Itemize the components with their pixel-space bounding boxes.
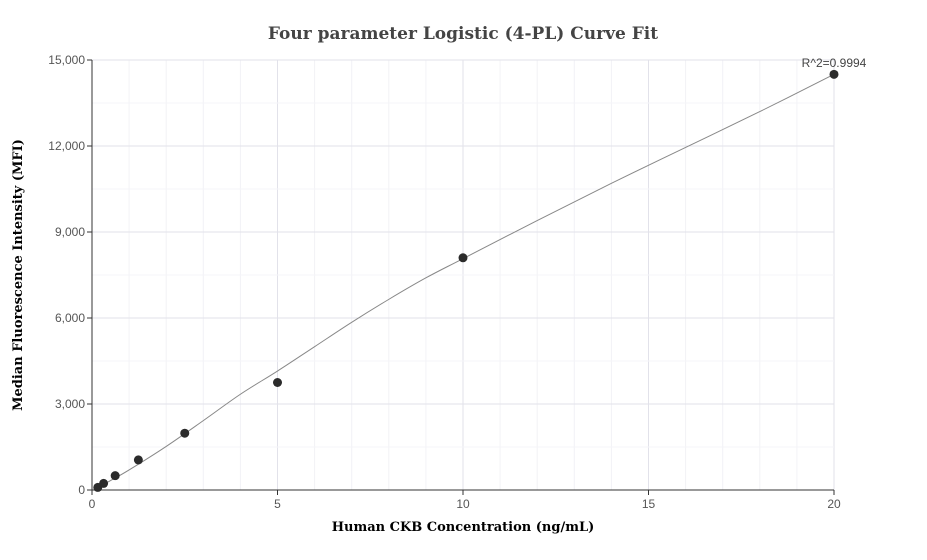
x-tick-label: 0 — [89, 497, 96, 511]
chart-title: Four parameter Logistic (4-PL) Curve Fit — [268, 24, 658, 44]
data-point — [133, 455, 143, 465]
axes — [87, 59, 835, 495]
data-point — [180, 428, 190, 438]
x-tick-label: 15 — [642, 497, 656, 511]
fit-curve — [97, 73, 835, 489]
data-point — [273, 378, 282, 387]
x-tick-label: 20 — [827, 497, 841, 511]
y-tick-label: 0 — [78, 483, 85, 497]
x-tick-label: 10 — [456, 497, 470, 511]
tick-labels: 0 5 10 15 20 0 3,000 6,000 9,000 12,000 15,000 — [48, 53, 841, 511]
data-point — [99, 478, 109, 488]
x-tick-label: 5 — [274, 497, 281, 511]
y-tick-label: 12,000 — [48, 139, 85, 153]
data-points — [93, 69, 839, 492]
data-point — [110, 471, 120, 481]
data-point — [829, 69, 839, 79]
data-point — [458, 253, 468, 263]
x-axis-label: Human CKB Concentration (ng/mL) — [332, 520, 595, 535]
grid — [91, 59, 835, 491]
r-squared-annotation: R^2=0.9994 — [802, 56, 867, 70]
y-tick-label: 6,000 — [55, 311, 85, 325]
y-tick-label: 9,000 — [55, 225, 85, 239]
y-tick-label: 3,000 — [55, 397, 85, 411]
y-axis-label: Median Fluorescence Intensity (MFI) — [11, 139, 26, 411]
y-tick-label: 15,000 — [48, 53, 85, 67]
